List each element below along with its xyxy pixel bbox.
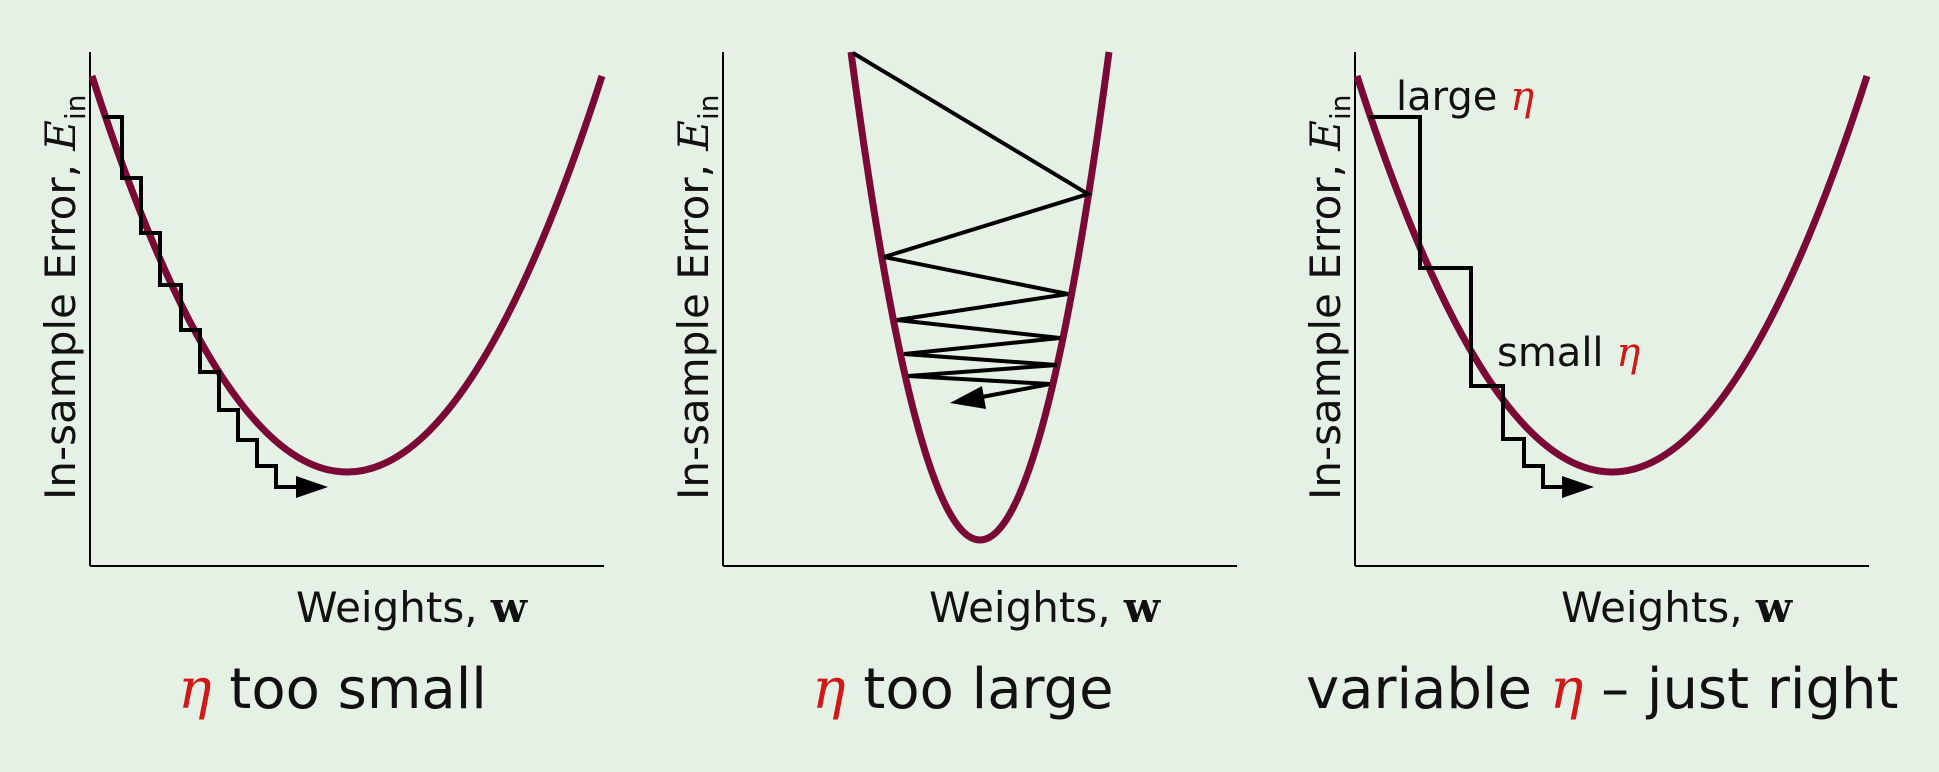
caption-suffix: too large: [846, 657, 1114, 722]
y-axis-label-text: In-sample Error,: [669, 151, 718, 500]
descent-path-oscillating: [851, 51, 1093, 386]
caption-eta: η: [1550, 657, 1584, 722]
annotation-large-eta: large η: [1396, 74, 1534, 120]
caption-eta: η: [812, 657, 846, 722]
x-axis-label: Weights, w: [296, 583, 528, 632]
arrow-head-icon: [950, 386, 986, 409]
x-axis-label: Weights, w: [1561, 583, 1793, 632]
x-axis-label-text: Weights,: [929, 583, 1124, 632]
annotation-large-eta-symbol: η: [1510, 74, 1534, 120]
x-axis-symbol: w: [1755, 583, 1793, 632]
arrow-head-icon: [1562, 476, 1594, 498]
x-axis-symbol: w: [490, 583, 528, 632]
descent-path-variable-steps: [1369, 115, 1566, 489]
panel-eta-too-large: In-sample Error, Ein Weights, w η too la…: [669, 51, 1237, 722]
annotation-large-text: large: [1396, 74, 1510, 120]
y-axis-subscript: in: [692, 95, 725, 121]
annotation-small-eta: small η: [1497, 330, 1640, 376]
y-axis-label-text: In-sample Error,: [1301, 151, 1350, 500]
y-axis-symbol: E: [1301, 120, 1350, 152]
annotation-small-text: small: [1497, 330, 1616, 376]
caption-prefix: variable: [1306, 657, 1550, 722]
y-axis-label: In-sample Error, Ein: [36, 95, 92, 501]
y-axis-label-text: In-sample Error,: [36, 151, 85, 500]
final-step-line: [981, 382, 1051, 399]
y-axis-label: In-sample Error, Ein: [1301, 95, 1357, 501]
caption-suffix: – just right: [1583, 657, 1898, 722]
y-axis-symbol: E: [669, 120, 718, 152]
caption-suffix: too small: [212, 657, 487, 722]
error-curve: [88, 74, 606, 476]
y-axis-symbol: E: [36, 120, 85, 152]
x-axis-label-text: Weights,: [1561, 583, 1756, 632]
y-axis-subscript: in: [1324, 95, 1357, 121]
x-axis-label-text: Weights,: [296, 583, 491, 632]
caption-eta: η: [178, 657, 212, 722]
y-axis-label: In-sample Error, Ein: [669, 95, 725, 501]
error-curve: [847, 51, 1113, 544]
annotation-small-eta-symbol: η: [1616, 330, 1640, 376]
error-curve: [1353, 74, 1871, 476]
y-axis-subscript: in: [59, 95, 92, 121]
x-axis-symbol: w: [1123, 583, 1161, 632]
panel-caption: variable η – just right: [1306, 657, 1898, 722]
x-axis-label: Weights, w: [929, 583, 1161, 632]
panel-variable-eta: large η small η In-sample Error, Ein Wei…: [1301, 52, 1898, 722]
panel-caption: η too large: [812, 657, 1114, 722]
panel-eta-too-small: In-sample Error, Ein Weights, w η too sm…: [36, 52, 606, 722]
descent-path-small-steps: [103, 115, 300, 489]
arrow-head-icon: [296, 476, 328, 498]
panel-caption: η too small: [178, 657, 487, 722]
